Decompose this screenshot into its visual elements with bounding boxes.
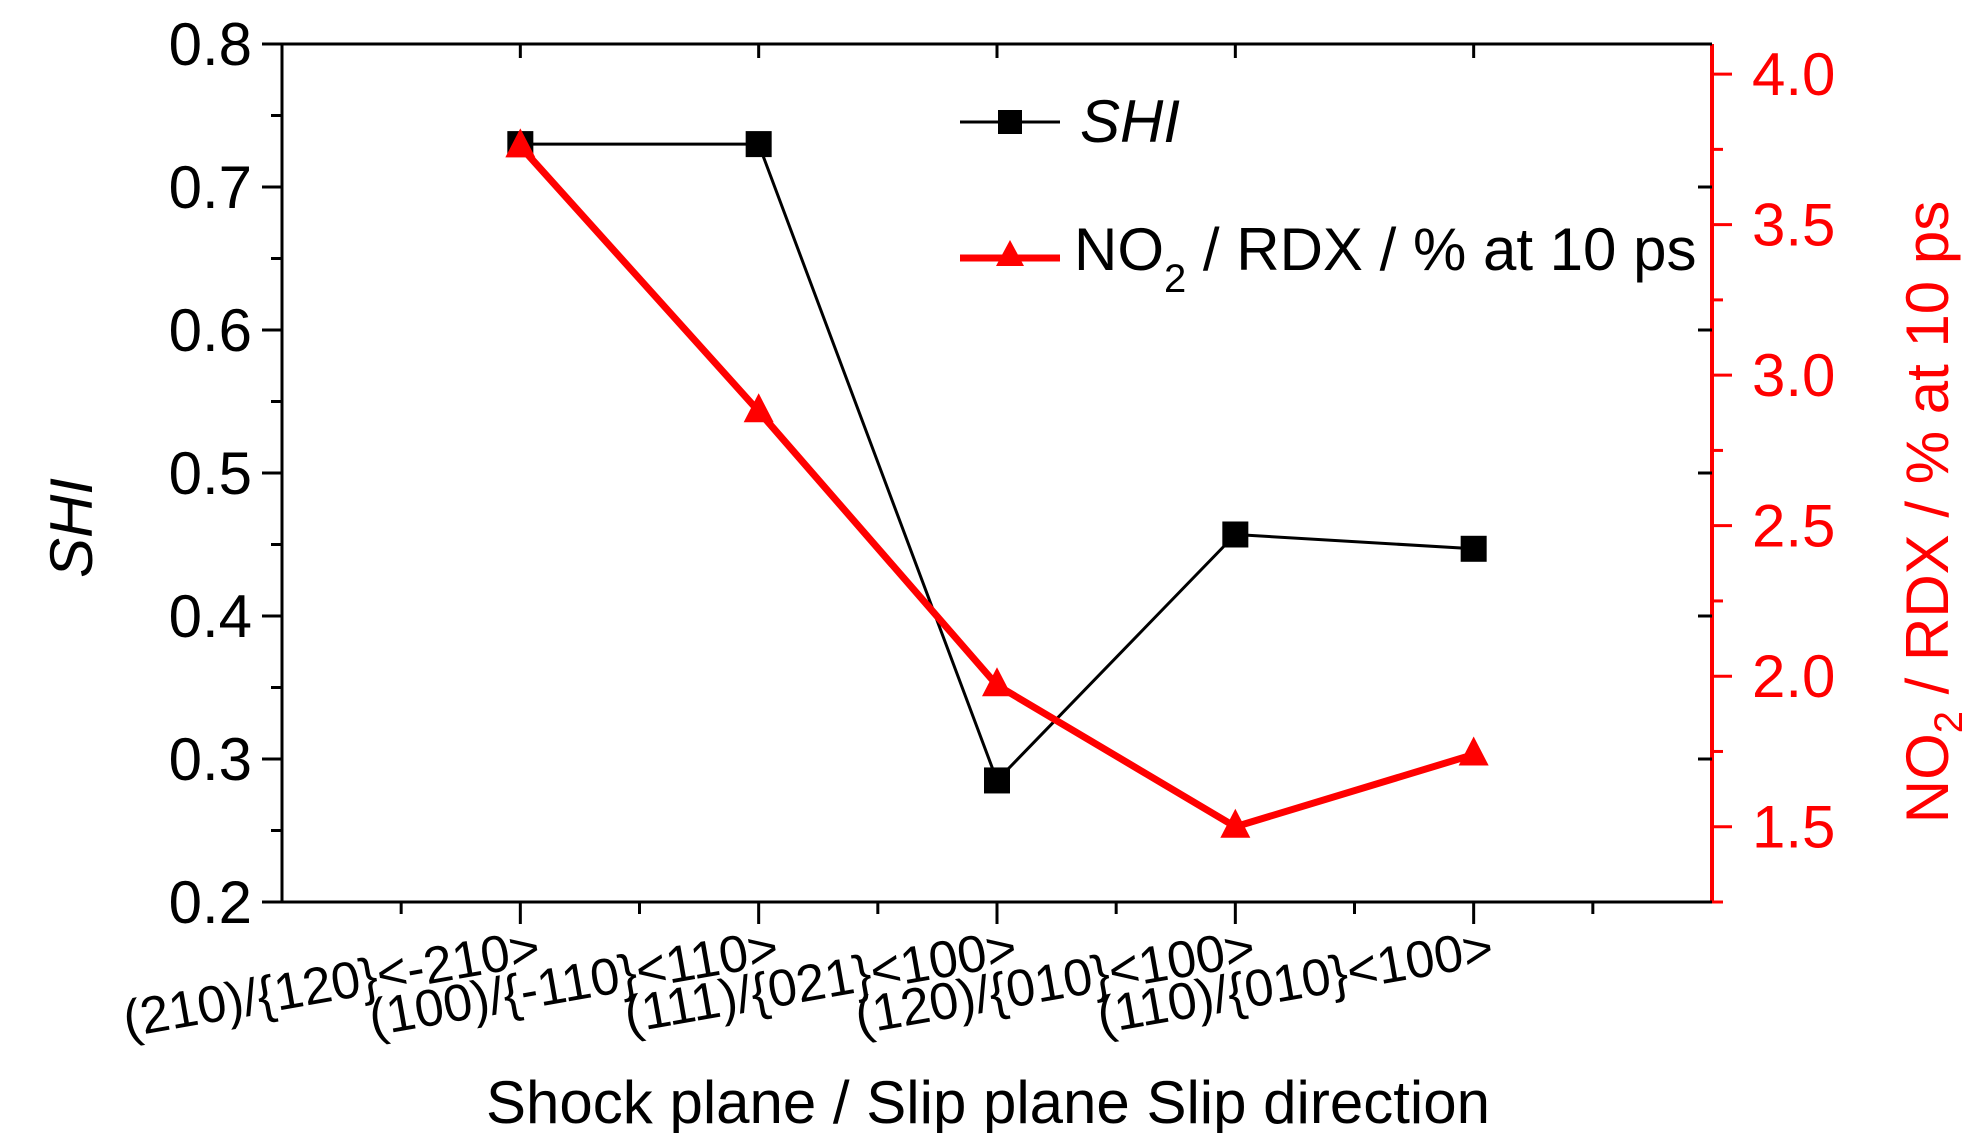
series-layer <box>505 128 1489 838</box>
left-tick-label: 0.6 <box>169 297 252 364</box>
shi-point <box>745 131 772 158</box>
left-y-axis-title: SHI <box>38 478 105 578</box>
legend: SHI NO2 / RDX / % at 10 ps <box>960 88 1696 301</box>
left-tick-label: 0.8 <box>169 11 252 78</box>
legend-no2-label: NO2 / RDX / % at 10 ps <box>1074 216 1696 301</box>
no2-point <box>982 667 1012 697</box>
right-tick-label: 3.0 <box>1752 342 1835 409</box>
legend-no2-label-main: NO <box>1074 216 1164 283</box>
right-tick-label: 2.0 <box>1752 643 1835 710</box>
left-tick-label: 0.3 <box>169 726 252 793</box>
right-y-axis-title-rest: / RDX / % at 10 ps <box>1894 201 1961 711</box>
legend-no2-label-rest: / RDX / % at 10 ps <box>1186 216 1696 283</box>
right-y-axis-title-main: NO <box>1894 733 1961 823</box>
no2-point <box>1458 736 1489 766</box>
legend-no2-marker <box>996 240 1024 266</box>
left-y-axis: 0.2 0.3 0.4 0.5 0.6 0.7 0.8 <box>169 11 1712 936</box>
right-tick-label: 1.5 <box>1752 794 1835 861</box>
no2-point <box>743 393 774 423</box>
shi-point <box>984 767 1010 794</box>
left-tick-label: 0.2 <box>169 869 252 936</box>
right-y-axis-title: NO2 / RDX / % at 10 ps <box>1894 201 1971 823</box>
left-tick-label: 0.7 <box>169 154 252 221</box>
legend-shi-marker <box>998 110 1022 134</box>
legend-no2-label-sub: 2 <box>1164 257 1186 301</box>
right-y-axis-title-sub: 2 <box>1927 711 1971 733</box>
shi-point <box>1222 521 1249 548</box>
right-tick-label: 3.5 <box>1752 192 1835 259</box>
left-tick-label: 0.5 <box>169 440 252 507</box>
shi-point <box>1460 535 1487 562</box>
right-y-axis: 1.5 2.0 2.5 3.0 3.5 4.0 <box>1712 41 1835 904</box>
right-tick-label: 2.5 <box>1752 493 1835 560</box>
no2-point <box>505 128 536 158</box>
right-tick-label: 4.0 <box>1752 41 1835 108</box>
left-tick-label: 0.4 <box>169 583 252 650</box>
x-axis-title: Shock plane / Slip plane Slip direction <box>486 1069 1490 1133</box>
x-axis: (210)/{120}<-210>(100)/{-110}<110>(111)/… <box>119 44 1595 1049</box>
no2-point <box>1220 808 1251 838</box>
legend-shi-label: SHI <box>1080 88 1180 155</box>
